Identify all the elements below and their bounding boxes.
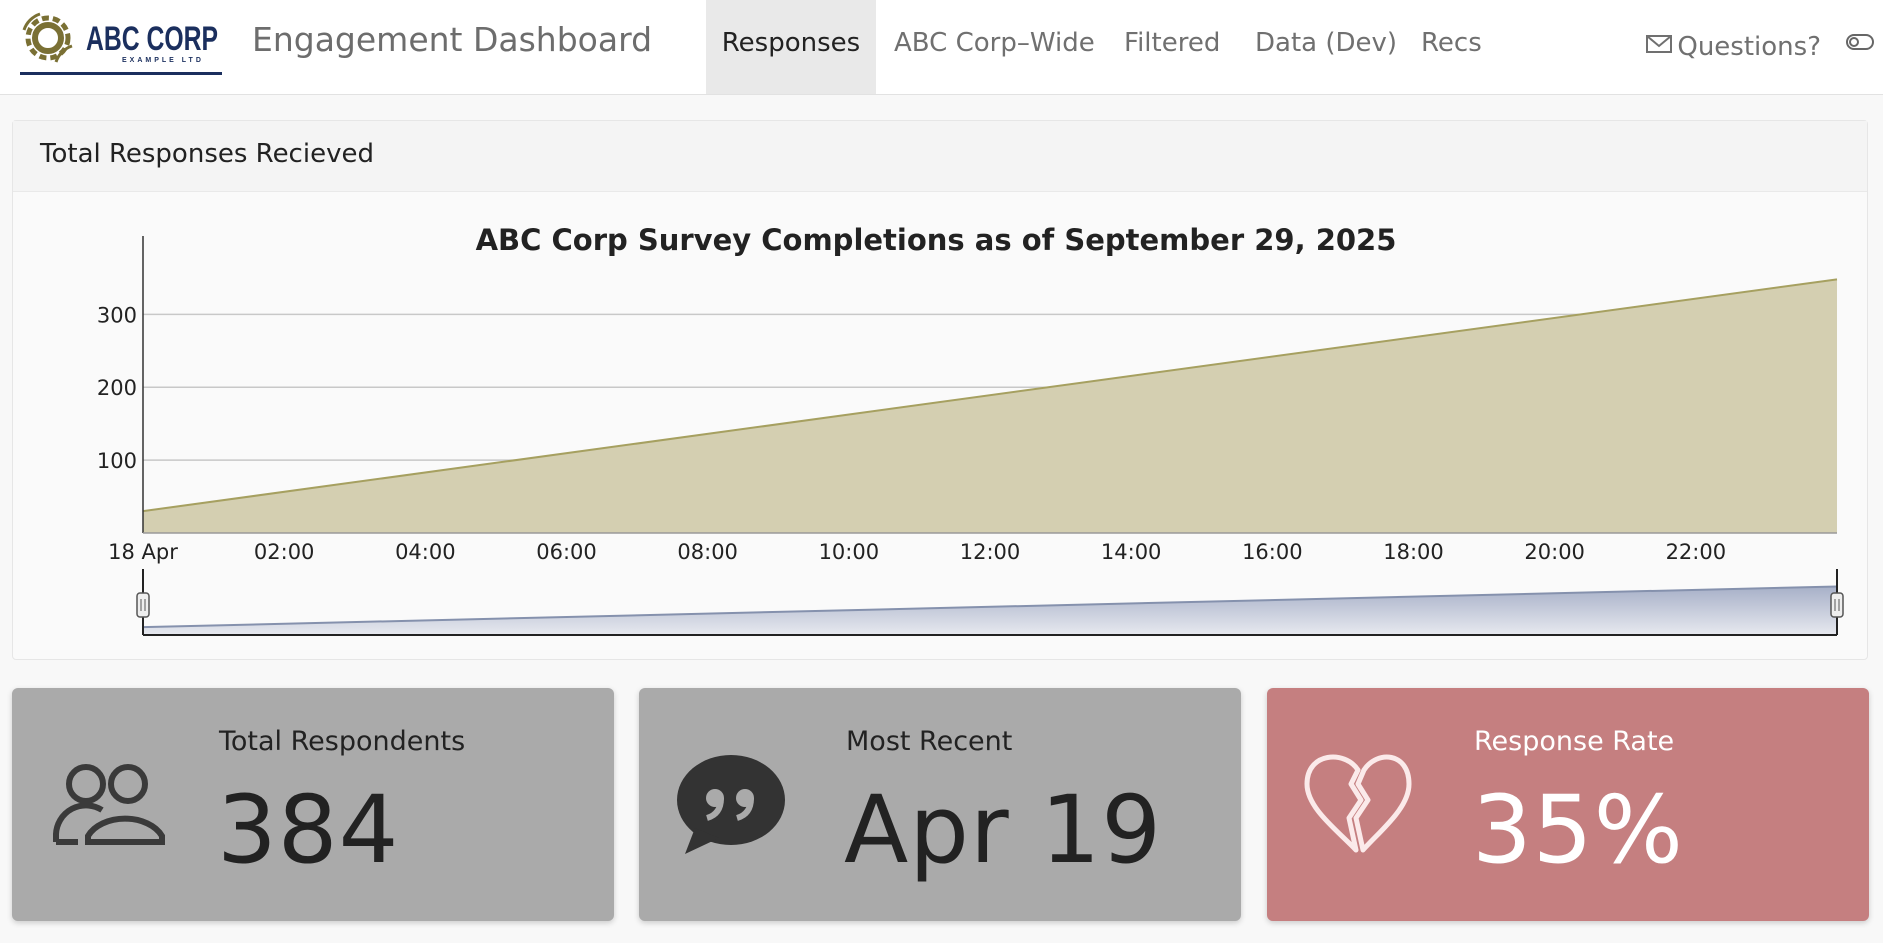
tab-responses[interactable]: Responses [706,0,876,94]
card-header: Total Responses Recieved [13,121,1867,192]
x-tick-label: 12:00 [960,540,1021,564]
y-tick-label: 200 [97,376,137,400]
navigator-line [142,585,1838,629]
y-tick-label: 300 [97,303,137,327]
series-area [143,279,1837,533]
stat-tile-total-respondents: Total Respondents 384 [12,688,614,921]
x-tick-label: 02:00 [254,540,315,564]
x-tick-label: 22:00 [1666,540,1727,564]
x-tick-label: 10:00 [819,540,880,564]
navigator-area [143,586,1837,635]
theme-toggle[interactable] [1846,34,1874,50]
questions-label: Questions? [1677,32,1821,62]
svg-text:ABC CORP: ABC CORP [86,20,218,58]
stat-tile-response-rate: Response Rate 35% [1267,688,1869,921]
x-tick-label: 20:00 [1524,540,1585,564]
people-icon [53,764,165,845]
completions-chart: ABC Corp Survey Completions as of Septem… [97,223,1844,636]
navigator-left-handle[interactable] [136,592,150,618]
tab-recs[interactable]: Recs [1421,28,1482,58]
stat-label: Total Respondents [219,726,466,757]
x-tick-label: 18:00 [1383,540,1444,564]
total-responses-card: Total Responses Recieved ABC Corp Survey… [12,120,1868,660]
x-tick-label: 18 Apr [108,540,178,564]
stat-value: 35% [1472,776,1684,885]
broken-heart-icon [1304,754,1412,853]
questions-link[interactable]: Questions? [1645,0,1821,94]
svg-text:EXAMPLE LTD: EXAMPLE LTD [122,57,204,64]
stat-label: Response Rate [1474,726,1675,757]
navigator-right-handle[interactable] [1830,592,1844,618]
envelope-icon [1646,35,1673,53]
logo-underline [20,72,222,75]
stat-value: 384 [217,776,400,885]
abc-corp-logo[interactable]: ABC CORP EXAMPLE LTD [20,6,222,76]
series-line [142,278,1838,513]
gear-logo-icon [22,12,73,63]
stat-value: Apr 19 [844,776,1163,885]
page-title: Engagement Dashboard [252,20,653,59]
tab-abc-corp-wide[interactable]: ABC Corp–Wide [894,28,1095,58]
x-tick-label: 14:00 [1101,540,1162,564]
x-tick-label: 08:00 [677,540,738,564]
navbar: ABC CORP EXAMPLE LTD Engagement Dashboar… [0,0,1883,95]
x-tick-label: 06:00 [536,540,597,564]
tab-data-dev[interactable]: Data (Dev) [1255,28,1398,58]
tab-filtered[interactable]: Filtered [1124,28,1221,58]
x-tick-label: 16:00 [1242,540,1303,564]
stat-label: Most Recent [846,726,1013,757]
quote-bubble-icon [677,755,785,854]
x-tick-label: 04:00 [395,540,456,564]
stat-tile-most-recent: Most Recent Apr 19 [639,688,1241,921]
chart-title: ABC Corp Survey Completions as of Septem… [476,223,1397,257]
y-tick-label: 100 [97,449,137,473]
